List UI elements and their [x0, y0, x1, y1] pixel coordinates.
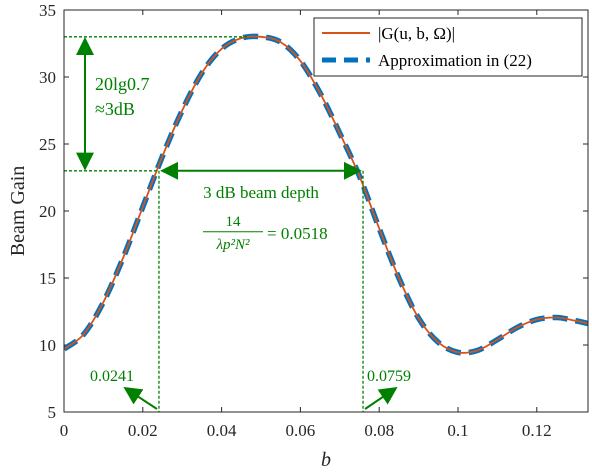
fraction-value: = 0.0518 [267, 224, 328, 243]
series-line-exact-gain [64, 35, 588, 354]
ticks-layer: 0 0.02 0.04 0.06 0.08 0.1 0.12 5 10 15 20 25 30 35 [39, 1, 588, 440]
gain-drop-label-2: ≈3dB [95, 99, 135, 119]
y-tick-label: 25 [39, 135, 56, 154]
right-value-arrow [364, 386, 398, 410]
x-tick-label: 0.04 [207, 421, 237, 440]
x-tick-label: 0 [60, 421, 69, 440]
legend-box [313, 17, 583, 77]
x-tick-label: 0.08 [364, 421, 394, 440]
fraction-numerator: 14 [225, 214, 241, 230]
gain-drop-label-1: 20lg0.7 [95, 74, 150, 94]
left-value-label: 0.0241 [90, 368, 134, 385]
y-tick-label: 15 [39, 269, 56, 288]
x-tick-label: 0.12 [522, 421, 552, 440]
y-tick-label: 10 [39, 336, 56, 355]
legend-label-dashed: Approximation in (22) [378, 51, 532, 70]
legend-label-solid: |G(u, b, Ω)| [378, 24, 455, 43]
left-value-arrow [123, 387, 158, 410]
y-axis-label: Beam Gain [7, 166, 29, 257]
fraction-denominator: λp²N² [215, 237, 249, 253]
x-tick-label: 0.06 [286, 421, 316, 440]
y-tick-label: 5 [48, 403, 57, 422]
y-tick-label: 30 [39, 68, 56, 87]
beam-depth-label: 3 dB beam depth [203, 183, 319, 202]
annotation-layer: 20lg0.7 ≈3dB 3 dB beam depth 14 λp²N² = 0.051… [64, 36, 411, 412]
series-layer [64, 33, 588, 356]
right-value-label: 0.0759 [367, 368, 411, 385]
y-tick-label: 35 [39, 1, 56, 20]
legend: |G(u, b, Ω)| Approximation in (22) [313, 17, 583, 77]
y-tick-label: 20 [39, 202, 56, 221]
plot-frame [63, 9, 589, 413]
x-axis-label: b [321, 449, 331, 471]
x-tick-label: 0.02 [128, 421, 158, 440]
x-tick-label: 0.1 [447, 421, 468, 440]
